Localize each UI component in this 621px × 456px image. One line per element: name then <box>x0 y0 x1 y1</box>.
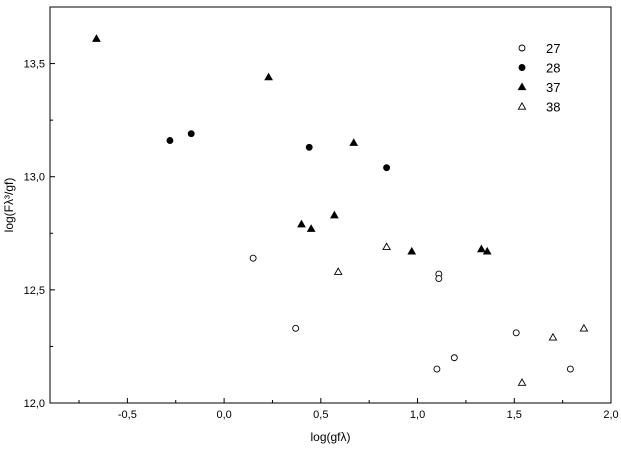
data-point-series-37 <box>329 210 339 219</box>
data-point-series-27 <box>433 365 441 373</box>
data-point-series-27 <box>512 329 520 337</box>
data-point-series-38 <box>333 267 343 275</box>
data-point-series-38 <box>548 332 558 341</box>
data-point-series-27 <box>249 254 257 262</box>
data-point-series-37 <box>349 138 359 146</box>
y-tick-label: 12,0 <box>24 398 45 410</box>
data-point-series-27 <box>435 275 443 282</box>
data-point-series-37 <box>482 246 492 255</box>
x-tick-label: 1,5 <box>507 409 522 421</box>
y-tick-label: 13,0 <box>24 172 45 184</box>
legend-label-28: 28 <box>546 61 560 76</box>
data-point-series-27 <box>566 365 574 373</box>
x-axis-label: log(gfλ) <box>310 430 350 444</box>
y-tick-label: 12,5 <box>24 285 45 297</box>
y-axis-label: log(Fλ³/gf) <box>2 178 16 233</box>
data-point-series-28 <box>187 130 195 138</box>
data-point-series-27 <box>450 354 458 362</box>
x-tick-label: -0,5 <box>118 409 137 421</box>
x-tick-label: 2,0 <box>603 409 618 421</box>
axis-ticks <box>50 63 612 404</box>
data-point-series-38 <box>517 378 527 386</box>
data-point-series-37 <box>407 246 417 255</box>
data-point-series-28 <box>166 137 174 144</box>
y-tick-label: 13,5 <box>24 59 45 71</box>
legend-marker-37 <box>517 82 527 91</box>
data-point-series-38 <box>382 242 391 251</box>
x-tick-label: 0,5 <box>313 409 328 421</box>
data-point-series-38 <box>579 323 589 332</box>
legend-label-38: 38 <box>546 100 560 115</box>
legend-marker-38 <box>517 101 527 110</box>
legend: 27 28 37 38 <box>517 41 560 115</box>
data-point-series-28 <box>305 143 313 151</box>
axis-tick-labels: -0,5 0,0 0,5 1,0 1,5 2,0 12,0 12,5 13,0 13,5 <box>24 59 619 421</box>
data-point-series-37 <box>477 244 486 253</box>
legend-label-27: 27 <box>546 41 560 56</box>
data-point-series-37 <box>92 34 101 42</box>
plot-frame <box>49 6 612 404</box>
data-point-series-37 <box>297 219 306 228</box>
data-point-series-37 <box>306 224 316 232</box>
legend-label-37: 37 <box>546 80 560 95</box>
data-point-series-27 <box>292 324 300 332</box>
x-tick-label: 0,0 <box>216 409 231 421</box>
legend-marker-28 <box>518 64 526 71</box>
x-tick-label: 1,0 <box>410 409 425 421</box>
data-point-series-28 <box>383 164 391 172</box>
data-point-series-37 <box>264 72 273 81</box>
data-points <box>92 34 589 386</box>
legend-marker-27 <box>518 44 526 52</box>
